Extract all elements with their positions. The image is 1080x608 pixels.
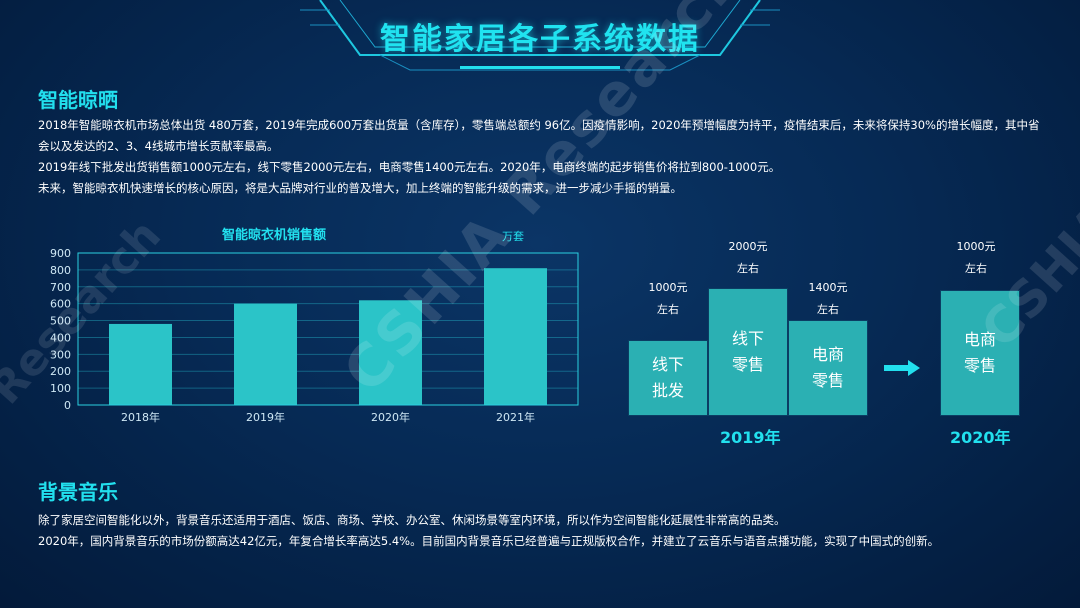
background-music-text: 除了家居空间智能化以外，背景音乐还适用于酒店、饭店、商场、学校、办公室、休闲场景… <box>38 510 1043 552</box>
arrow-right-icon <box>884 360 920 376</box>
y-tick-label: 700 <box>50 281 71 294</box>
price-approx: 左右 <box>817 303 839 316</box>
box-offline-retail: 线下 零售 <box>708 288 788 416</box>
y-tick-label: 800 <box>50 264 71 277</box>
box-line: 线下 <box>731 329 764 348</box>
box-line: 电商 <box>811 345 844 364</box>
y-tick-label: 600 <box>50 298 71 311</box>
price-approx: 左右 <box>657 303 679 316</box>
price-value: 2000元 <box>728 240 768 253</box>
section-title-smart-drying: 智能晾晒 <box>38 88 118 112</box>
bar-2020年 <box>359 300 422 405</box>
box-line: 零售 <box>963 356 996 375</box>
price-note: 1400元 左右 <box>788 277 868 321</box>
price-value: 1000元 <box>648 281 688 294</box>
section-title-background-music: 背景音乐 <box>38 480 118 504</box>
y-tick-label: 300 <box>50 348 71 361</box>
paragraph: 未来，智能晾衣机快速增长的核心原因，将是大品牌对行业的普及增大，加上终端的智能升… <box>38 181 682 195</box>
paragraph: 2019年线下批发出货销售额1000元左右，线下零售2000元左右，电商零售14… <box>38 160 781 174</box>
x-tick-label: 2020年 <box>371 410 410 424</box>
bar-2021年 <box>484 268 547 405</box>
price-value: 1400元 <box>808 281 848 294</box>
paragraph: 2018年智能晾衣机市场总体出货 480万套，2019年完成600万套出货量（含… <box>38 118 1040 153</box>
y-tick-label: 200 <box>50 365 71 378</box>
year-label-2019: 2019年 <box>720 428 781 447</box>
year-label-2020: 2020年 <box>950 428 1011 447</box>
y-tick-label: 500 <box>50 315 71 328</box>
box-ecommerce-retail-2020: 电商 零售 <box>940 290 1020 416</box>
price-note: 1000元 左右 <box>628 277 708 321</box>
box-line: 线下 <box>651 355 684 374</box>
chart-title: 智能晾衣机销售额 <box>222 228 327 243</box>
price-note: 1000元 左右 <box>936 236 1016 280</box>
paragraph: 除了家居空间智能化以外，背景音乐还适用于酒店、饭店、商场、学校、办公室、休闲场景… <box>38 513 786 527</box>
smart-drying-text: 2018年智能晾衣机市场总体出货 480万套，2019年完成600万套出货量（含… <box>38 115 1043 199</box>
box-line: 批发 <box>651 381 684 400</box>
box-offline-wholesale: 线下 批发 <box>628 340 708 416</box>
box-line: 电商 <box>963 330 996 349</box>
price-approx: 左右 <box>965 262 987 275</box>
price-note: 2000元 左右 <box>708 236 788 280</box>
page-title: 智能家居各子系统数据 <box>380 22 700 57</box>
price-value: 1000元 <box>956 240 996 253</box>
y-tick-label: 900 <box>50 247 71 260</box>
bar-2018年 <box>109 323 172 405</box>
x-tick-label: 2018年 <box>121 410 160 424</box>
y-tick-label: 100 <box>50 382 71 395</box>
sales-bar-chart: 0 100 200 300 400 500 600 700 800 900 2018年 2019年 2… <box>50 247 579 424</box>
bar-2019年 <box>234 303 297 405</box>
x-tick-label: 2021年 <box>496 410 535 424</box>
y-tick-label: 0 <box>64 399 71 412</box>
y-tick-label: 400 <box>50 331 71 344</box>
price-approx: 左右 <box>737 262 759 275</box>
chart-unit: 万套 <box>502 230 524 243</box>
box-ecommerce-retail-2019: 电商 零售 <box>788 320 868 416</box>
chart-plot-frame <box>77 252 579 406</box>
title-frame-decoration <box>300 0 780 71</box>
paragraph: 2020年，国内背景音乐的市场份额高达42亿元，年复合增长率高达5.4%。目前国… <box>38 534 940 548</box>
x-tick-label: 2019年 <box>246 410 285 424</box>
box-line: 零售 <box>811 371 844 390</box>
box-line: 零售 <box>731 355 764 374</box>
